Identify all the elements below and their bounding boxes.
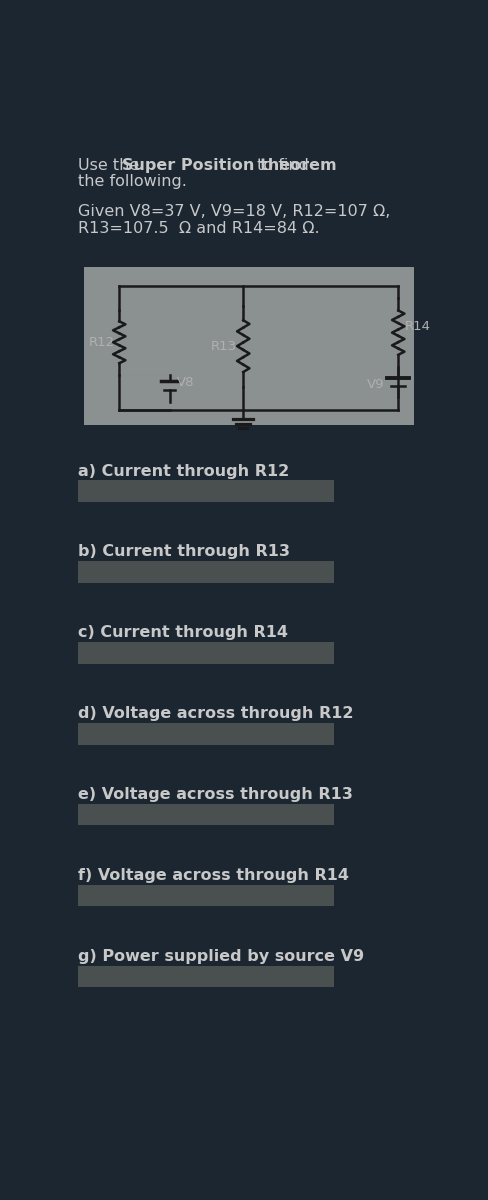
- Bar: [84, 268, 413, 425]
- Text: the following.: the following.: [78, 174, 187, 190]
- Text: e) Voltage across through R13: e) Voltage across through R13: [78, 787, 352, 802]
- Text: R13: R13: [210, 340, 237, 353]
- Text: R14: R14: [404, 320, 429, 332]
- Text: V8: V8: [176, 376, 194, 389]
- Bar: [78, 642, 333, 664]
- Bar: [78, 804, 333, 826]
- Text: R13=107.5  Ω and R14=84 Ω.: R13=107.5 Ω and R14=84 Ω.: [78, 221, 319, 236]
- Text: d) Voltage across through R12: d) Voltage across through R12: [78, 706, 353, 721]
- Text: Given V8=37 V, V9=18 V, R12=107 Ω,: Given V8=37 V, V9=18 V, R12=107 Ω,: [78, 204, 390, 220]
- Text: b) Current through R13: b) Current through R13: [78, 545, 289, 559]
- Text: to find: to find: [251, 158, 308, 173]
- Text: c) Current through R14: c) Current through R14: [78, 625, 287, 641]
- Text: Super Position theorem: Super Position theorem: [122, 158, 336, 173]
- Text: f) Voltage across through R14: f) Voltage across through R14: [78, 868, 348, 883]
- Bar: [78, 562, 333, 583]
- Text: g) Power supplied by source V9: g) Power supplied by source V9: [78, 949, 364, 964]
- Bar: [78, 966, 333, 988]
- Bar: [78, 480, 333, 502]
- Text: V9: V9: [366, 378, 384, 391]
- Bar: [78, 884, 333, 906]
- Text: a) Current through R12: a) Current through R12: [78, 463, 289, 479]
- Text: R12: R12: [89, 336, 115, 349]
- Bar: [78, 724, 333, 744]
- Text: Use the: Use the: [78, 158, 144, 173]
